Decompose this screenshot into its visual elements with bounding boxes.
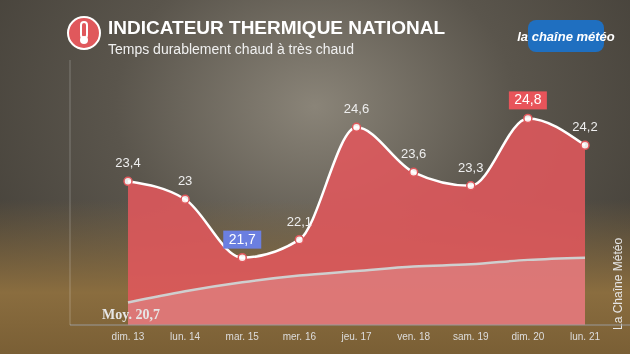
svg-text:mar. 15: mar. 15 — [226, 331, 260, 342]
svg-text:dim. 13: dim. 13 — [112, 331, 145, 342]
svg-text:22,1: 22,1 — [287, 214, 312, 229]
svg-text:lun. 14: lun. 14 — [170, 331, 200, 342]
svg-text:La Chaîne Météo: La Chaîne Météo — [611, 238, 625, 330]
svg-text:24,2: 24,2 — [572, 119, 597, 134]
svg-text:23,6: 23,6 — [401, 146, 426, 161]
svg-text:Temps durablement chaud à très: Temps durablement chaud à très chaud — [108, 41, 354, 57]
svg-text:lun. 21: lun. 21 — [570, 331, 600, 342]
svg-text:23,3: 23,3 — [458, 160, 483, 175]
svg-text:Moy. 20,7: Moy. 20,7 — [102, 307, 160, 322]
svg-text:24,6: 24,6 — [344, 101, 369, 116]
svg-text:mer. 16: mer. 16 — [283, 331, 317, 342]
svg-text:ven. 18: ven. 18 — [397, 331, 430, 342]
svg-text:INDICATEUR THERMIQUE NATIONAL: INDICATEUR THERMIQUE NATIONAL — [108, 17, 445, 38]
svg-text:la chaîne météo: la chaîne météo — [517, 29, 615, 44]
svg-text:jeu. 17: jeu. 17 — [340, 331, 371, 342]
svg-text:24,8: 24,8 — [514, 91, 541, 107]
svg-text:23: 23 — [178, 173, 192, 188]
svg-text:dim. 20: dim. 20 — [511, 331, 544, 342]
svg-text:23,4: 23,4 — [115, 155, 140, 170]
svg-text:21,7: 21,7 — [229, 231, 256, 247]
svg-text:sam. 19: sam. 19 — [453, 331, 489, 342]
